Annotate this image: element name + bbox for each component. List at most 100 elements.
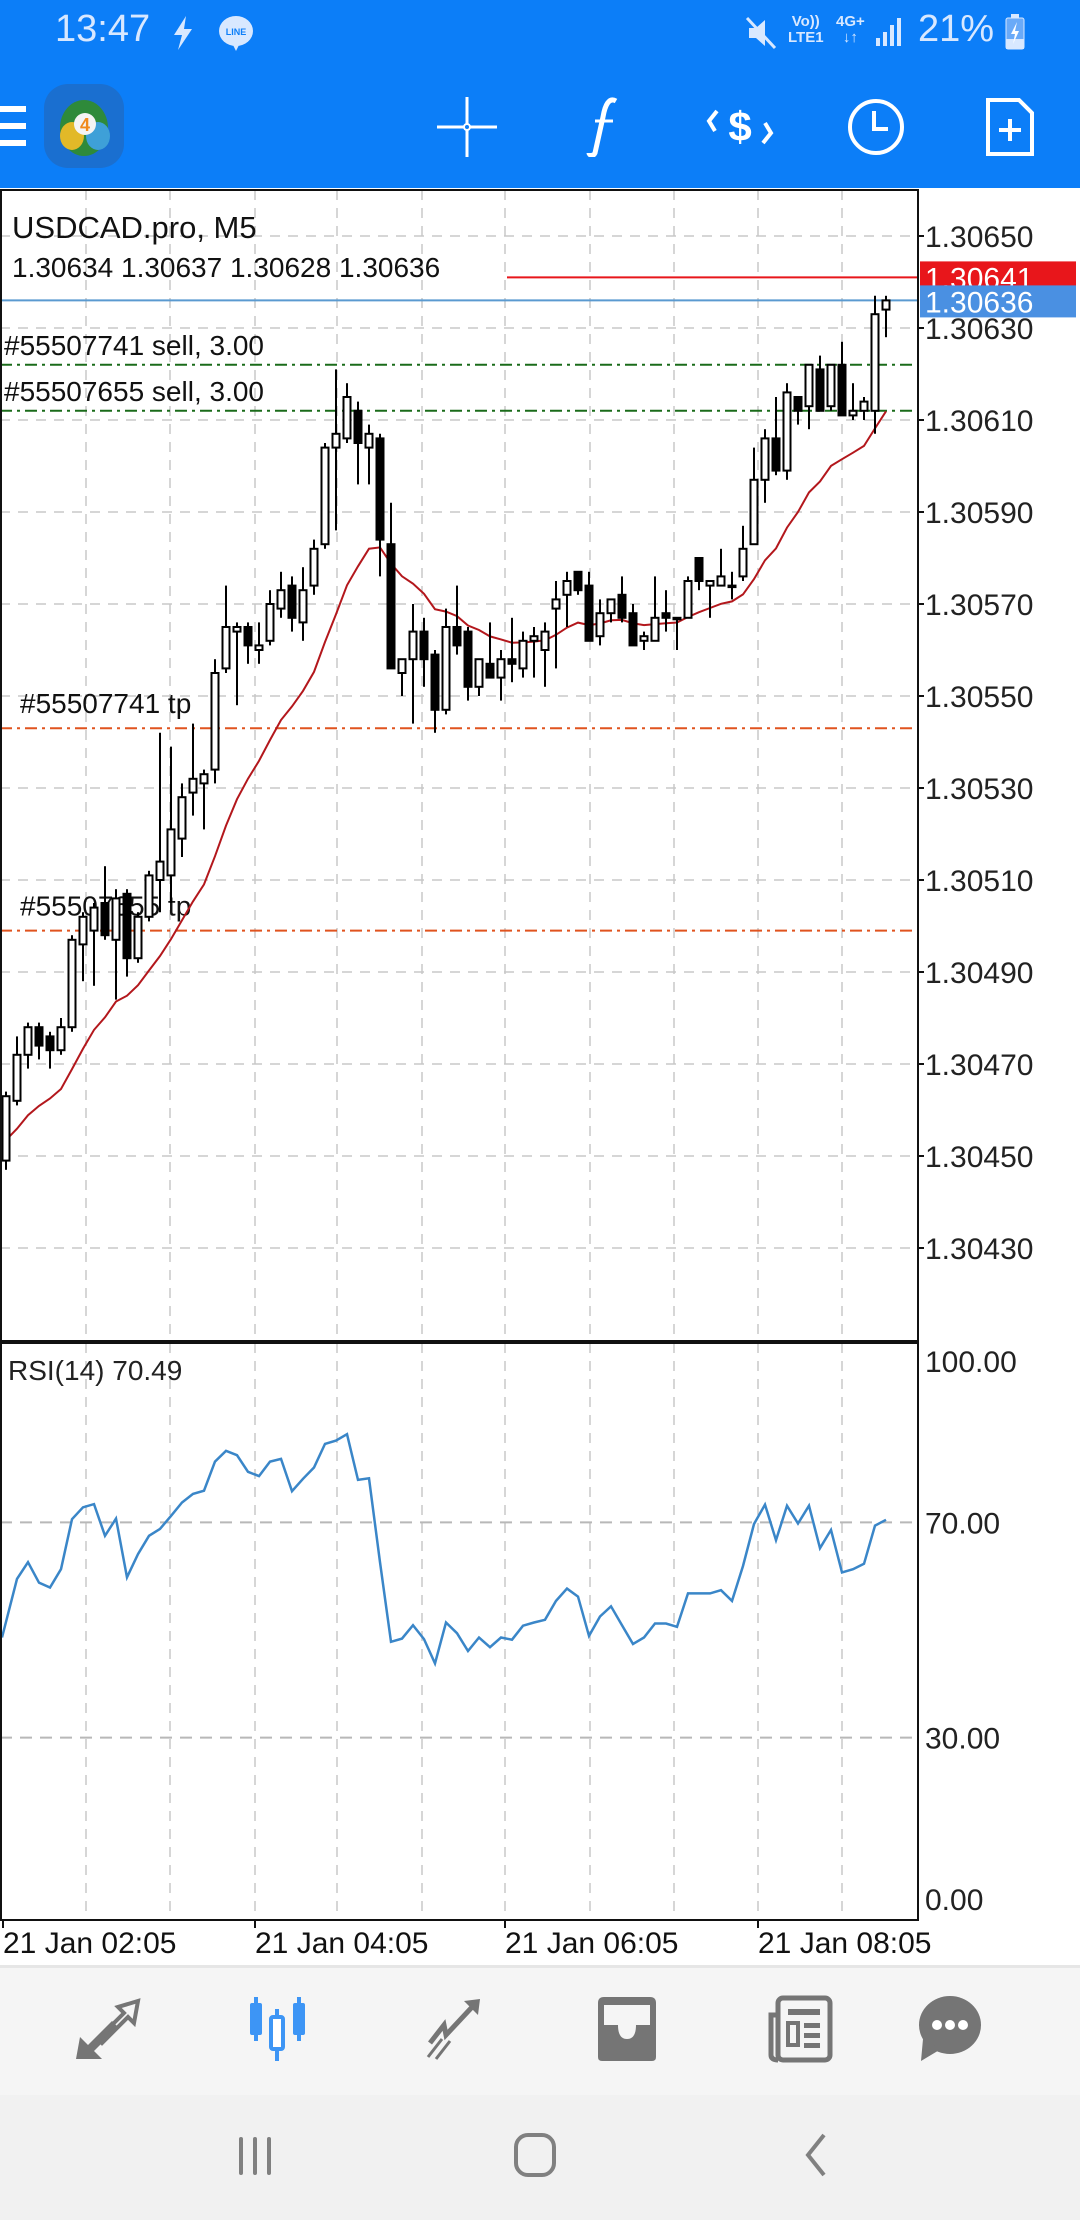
nav-news[interactable] — [761, 1990, 841, 2070]
bull-candle-body — [826, 363, 836, 408]
bull-candle-body — [760, 437, 770, 481]
candle — [287, 576, 297, 632]
bull-candle-body — [12, 1053, 22, 1102]
price-tick-label: 1.30450 — [925, 1141, 1033, 1174]
candle — [826, 363, 836, 411]
candle — [177, 783, 187, 857]
price-tick-label: 1.30510 — [925, 865, 1033, 898]
bull-candle-body — [276, 589, 286, 610]
nav-trade[interactable] — [415, 1990, 495, 2070]
indicators-button[interactable] — [568, 92, 638, 162]
bid-price-badge — [920, 285, 1076, 318]
candle — [342, 383, 352, 443]
candle — [694, 557, 704, 591]
bull-candle-body — [408, 630, 418, 661]
candle — [276, 571, 286, 618]
rsi-tick-label: 30.00 — [925, 1723, 1000, 1756]
bull-candle-body — [859, 400, 869, 412]
bear-candle-body — [353, 409, 363, 444]
bull-candle-body — [331, 432, 341, 449]
candle — [56, 1018, 66, 1055]
bear-candle-body — [694, 557, 704, 582]
ohlc-readout: 1.30634 1.30637 1.30628 1.30636 — [12, 252, 440, 283]
home-button[interactable] — [500, 2120, 570, 2190]
bear-candle-body — [584, 584, 594, 642]
data-arrows-icon: ↓↑ — [842, 29, 858, 46]
bear-candle-body — [573, 570, 583, 592]
price-tick-label: 1.30470 — [925, 1049, 1033, 1082]
candle — [705, 580, 715, 618]
candle — [661, 590, 671, 632]
order-label: #55507655 sell, 3.00 — [4, 376, 264, 407]
candle — [760, 429, 770, 503]
crosshair-button[interactable] — [432, 92, 502, 162]
bull-candle-body — [881, 299, 891, 311]
crosshair-icon — [437, 97, 497, 157]
new-order-button[interactable] — [975, 92, 1045, 162]
candle — [166, 746, 176, 903]
bull-candle-body — [529, 635, 539, 642]
bottom-navigation — [0, 1965, 1080, 2098]
candle — [815, 355, 825, 412]
nav-quotes[interactable] — [67, 1990, 147, 2070]
candle — [441, 608, 451, 715]
bull-candle-body — [133, 915, 143, 960]
bear-candle-body — [815, 368, 825, 412]
candlestick-chart-icon — [250, 1997, 305, 2061]
candle — [672, 616, 682, 650]
candle — [507, 617, 517, 683]
candle — [870, 295, 880, 434]
back-icon — [805, 2133, 826, 2177]
bull-candle-body — [144, 874, 154, 918]
bear-candle-body — [837, 363, 847, 417]
candle — [419, 617, 429, 687]
bear-candle-body — [463, 630, 473, 688]
back-button[interactable] — [781, 2120, 851, 2190]
network-indicator: 4G+ ↓↑ — [836, 14, 865, 46]
price-tick-label: 1.30570 — [925, 589, 1033, 622]
indicators-icon — [586, 97, 618, 157]
bull-candle-body — [672, 616, 682, 621]
nav-chart[interactable] — [239, 1990, 319, 2070]
bull-candle-body — [683, 580, 693, 619]
nav-messages[interactable] — [910, 1990, 990, 2070]
bull-candle-body — [298, 589, 308, 624]
new-order-icon — [986, 98, 1034, 156]
rsi-label: RSI(14) 70.49 — [8, 1355, 182, 1386]
trade-button[interactable]: $ — [705, 92, 775, 162]
candle — [518, 631, 528, 678]
system-navigation-bar — [0, 2095, 1080, 2220]
recent-apps-button[interactable] — [220, 2120, 290, 2190]
time-tick-label: 21 Jan 08:05 — [758, 1927, 931, 1960]
timeframe-button[interactable] — [841, 92, 911, 162]
time-tick-label: 21 Jan 06:05 — [505, 1927, 678, 1960]
trade-icon: $ — [706, 103, 774, 150]
volte-text: Vo)) — [791, 13, 820, 30]
app-logo[interactable]: 4 — [44, 84, 124, 168]
bull-candle-body — [474, 658, 484, 688]
price-tick-label: 1.30490 — [925, 957, 1033, 990]
network-type: 4G+ — [836, 13, 865, 30]
candle — [606, 598, 616, 623]
nav-history[interactable] — [587, 1990, 667, 2070]
candle — [45, 1031, 55, 1069]
mute-icon — [745, 16, 777, 50]
news-icon — [768, 1995, 833, 2063]
candle — [364, 424, 374, 485]
candle — [727, 571, 737, 600]
price-chart[interactable]: #55507741 sell, 3.00 #55507655 sell, 3.00… — [0, 0, 1080, 1965]
chart-grid — [0, 190, 918, 1920]
bull-candle-body — [111, 897, 121, 941]
rsi-tick-label: 0.00 — [925, 1884, 983, 1917]
bull-candle-body — [727, 584, 737, 589]
candle — [452, 585, 462, 655]
trade-trend-icon — [426, 1999, 480, 2060]
candle — [144, 870, 154, 922]
svg-text:$: $ — [728, 103, 751, 150]
candle — [133, 912, 143, 963]
bull-candle-body — [705, 580, 715, 587]
menu-icon[interactable] — [0, 104, 26, 150]
candle — [848, 383, 858, 420]
app-header: 13:47 LINE Vo)) LTE1 4G+ ↓↑ 21% 4 $ — [0, 0, 1080, 188]
candle — [34, 1022, 44, 1060]
